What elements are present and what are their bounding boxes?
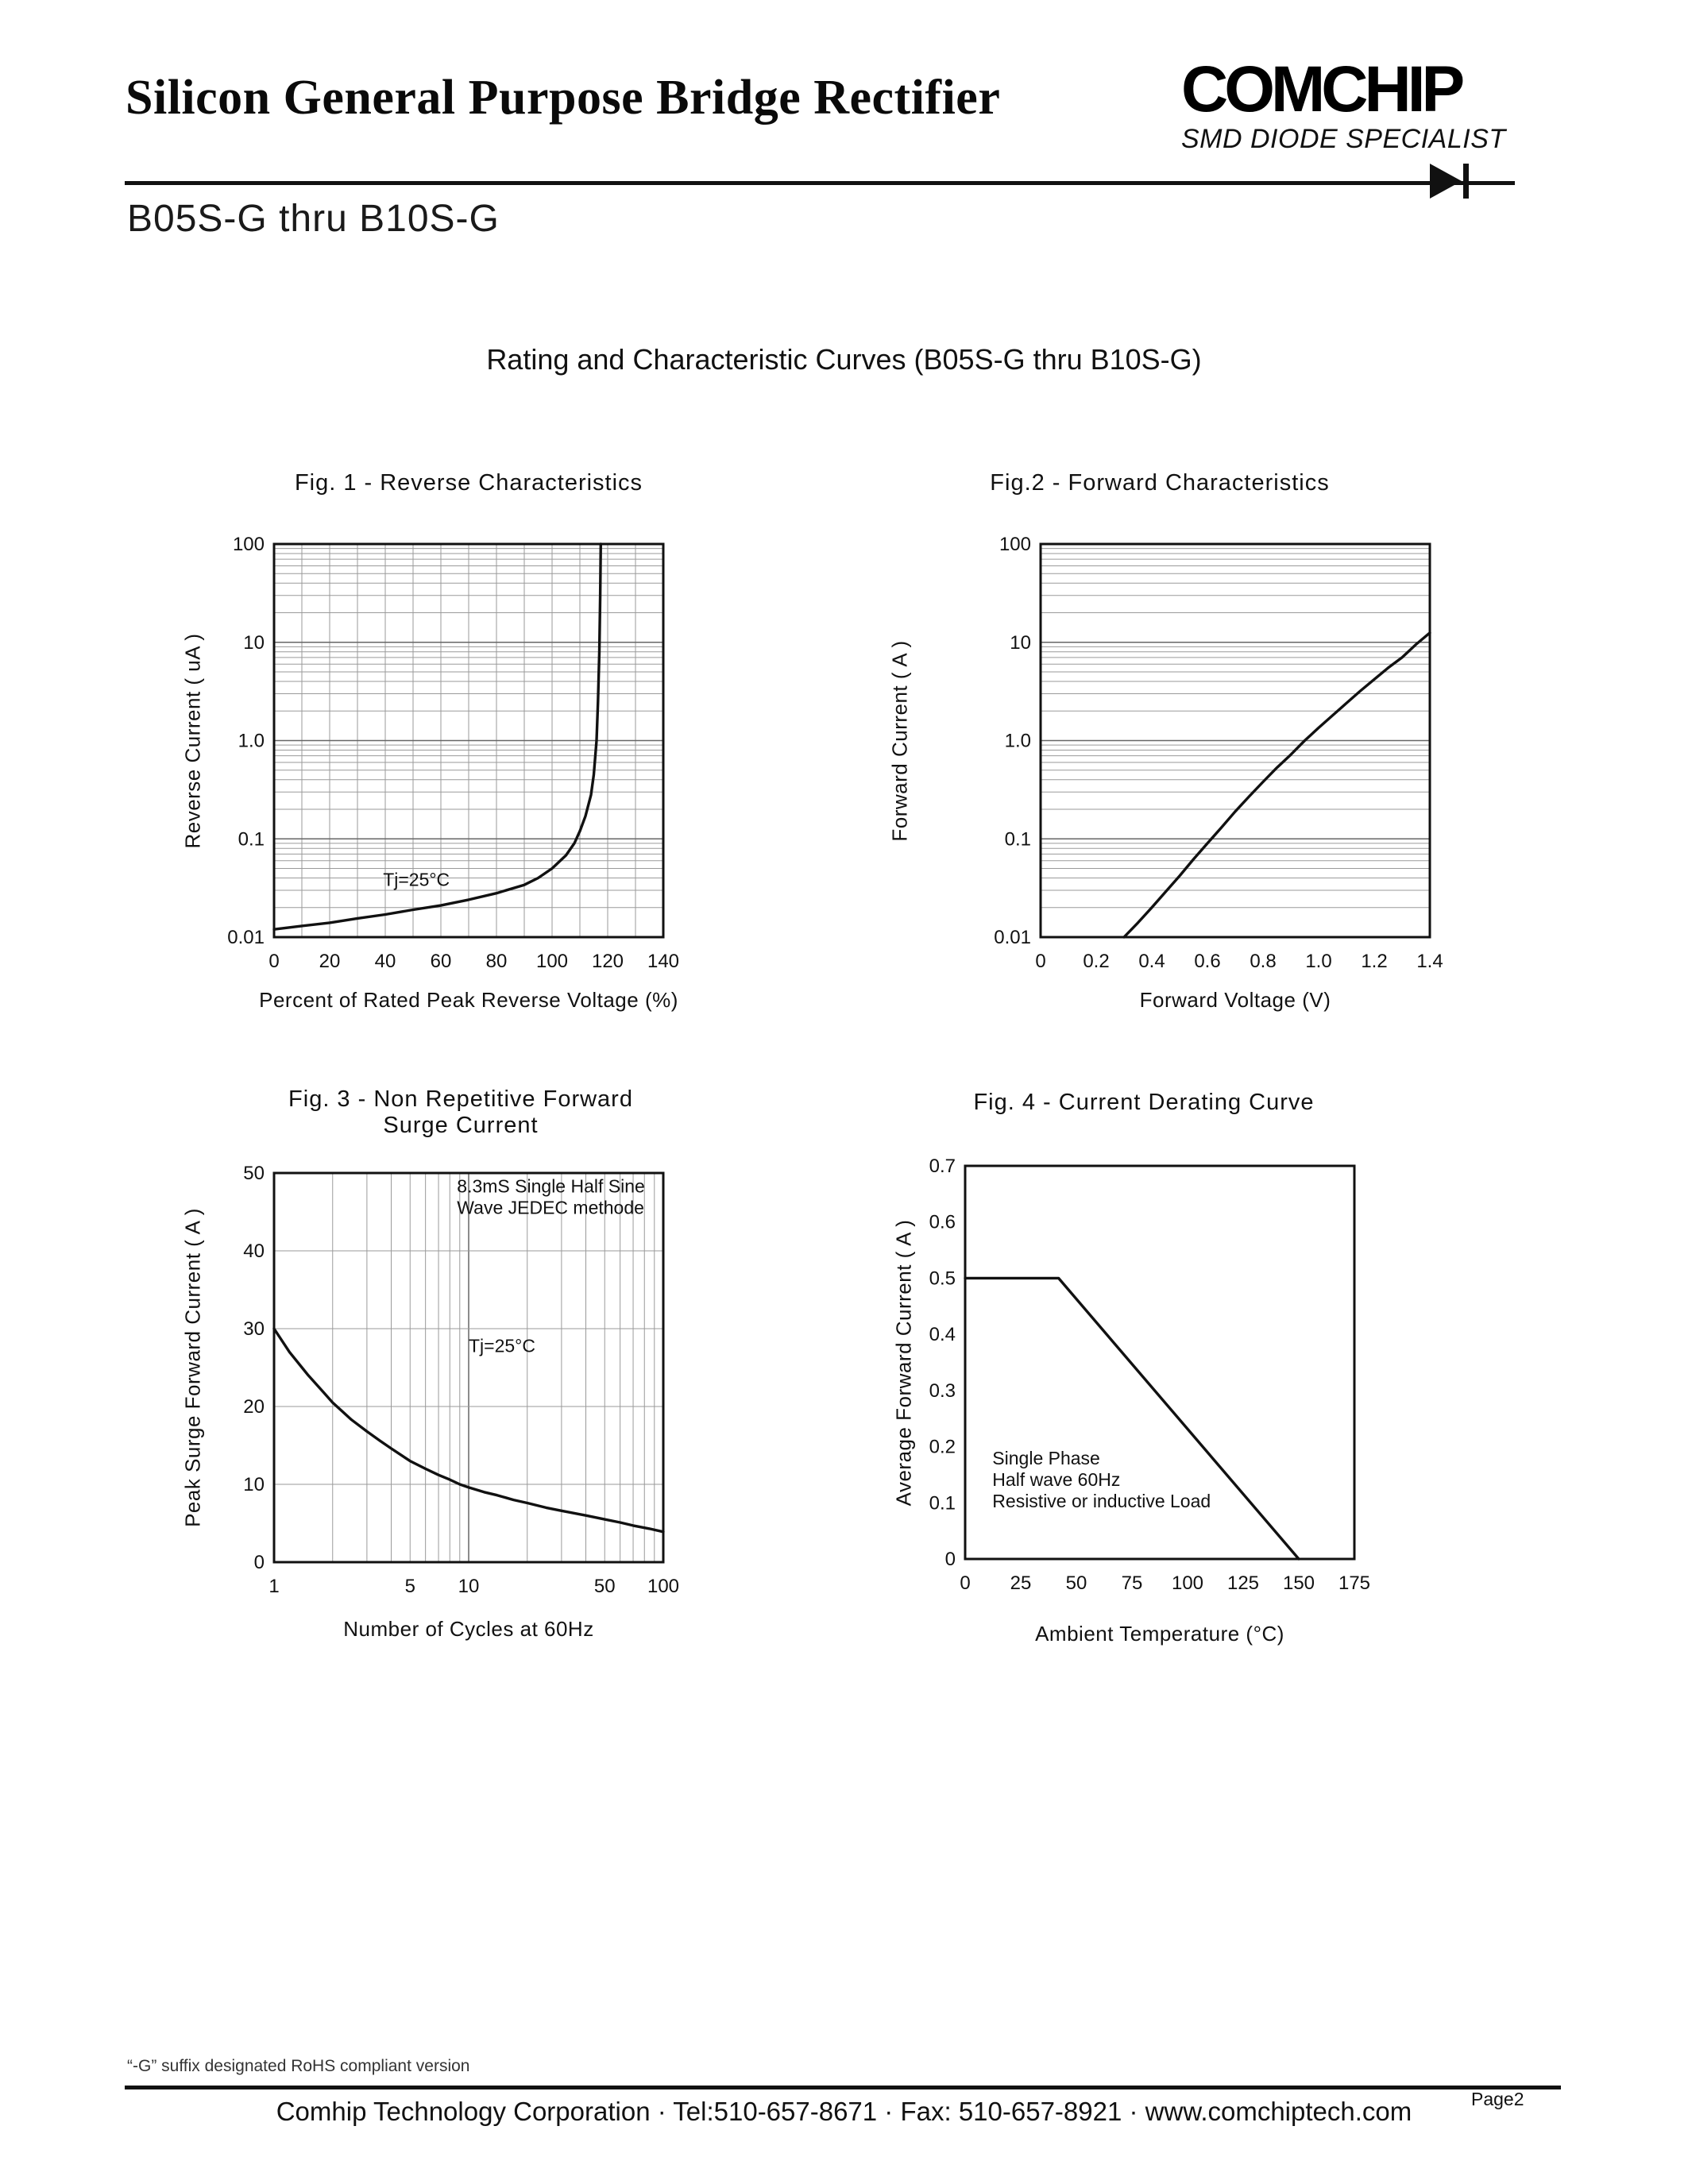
svg-text:50: 50 — [243, 1163, 265, 1184]
footer-rule — [125, 2086, 1561, 2089]
svg-text:0.5: 0.5 — [929, 1268, 956, 1289]
svg-text:75: 75 — [1122, 1572, 1143, 1594]
svg-text:100: 100 — [233, 534, 265, 555]
svg-text:0.6: 0.6 — [1194, 951, 1220, 972]
svg-text:1.0: 1.0 — [1005, 731, 1031, 752]
svg-text:175: 175 — [1338, 1572, 1370, 1594]
svg-text:0.01: 0.01 — [994, 927, 1031, 948]
svg-text:1: 1 — [268, 1576, 279, 1597]
fig1-title: Fig. 1 - Reverse Characteristics — [294, 470, 643, 496]
svg-text:150: 150 — [1283, 1572, 1315, 1594]
svg-text:Single Phase: Single Phase — [992, 1448, 1100, 1468]
svg-text:0.6: 0.6 — [929, 1212, 956, 1233]
page-number: Page2 — [1471, 2089, 1524, 2109]
svg-text:10: 10 — [243, 1474, 265, 1495]
fig3-title-line2: Surge Current — [383, 1113, 539, 1138]
svg-text:0.2: 0.2 — [1083, 951, 1109, 972]
diode-icon — [1430, 164, 1469, 199]
fig1-y-axis-label: Reverse Current ( uA ) — [180, 633, 205, 849]
svg-text:0.8: 0.8 — [1250, 951, 1276, 972]
svg-text:20: 20 — [319, 951, 341, 972]
page-title: Silicon General Purpose Bridge Rectifier — [126, 71, 1001, 125]
fig3-x-axis-label: Number of Cycles at 60Hz — [343, 1617, 594, 1641]
svg-text:10: 10 — [1010, 632, 1031, 654]
svg-text:40: 40 — [243, 1241, 265, 1262]
svg-text:Tj=25°C: Tj=25°C — [383, 870, 450, 890]
svg-text:0.4: 0.4 — [929, 1324, 956, 1345]
svg-text:25: 25 — [1010, 1572, 1032, 1594]
svg-text:0.2: 0.2 — [929, 1437, 956, 1458]
svg-text:0.01: 0.01 — [227, 927, 265, 948]
svg-text:125: 125 — [1227, 1572, 1259, 1594]
fig2-x-axis-label: Forward Voltage (V) — [1139, 988, 1331, 1012]
svg-text:1.0: 1.0 — [1305, 951, 1331, 972]
svg-text:10: 10 — [458, 1576, 480, 1597]
svg-text:0: 0 — [945, 1549, 956, 1570]
svg-text:1.0: 1.0 — [238, 731, 265, 752]
part-range: B05S-G thru B10S-G — [127, 198, 500, 240]
fig2-y-axis-label: Forward Current ( A ) — [887, 640, 912, 842]
svg-text:100: 100 — [999, 534, 1031, 555]
svg-text:0: 0 — [268, 951, 279, 972]
svg-text:0.1: 0.1 — [238, 828, 265, 850]
svg-text:60: 60 — [431, 951, 452, 972]
fig3-title: Fig. 3 - Non Repetitive Forward Surge Cu… — [143, 1086, 778, 1139]
svg-text:50: 50 — [1066, 1572, 1087, 1594]
header-rule — [125, 181, 1515, 185]
fig1-chart: 0 20 40 60 80 100 120 140 100 10 1.0 0.1 0.01 Tj=25°C — [227, 534, 679, 972]
brand-name: COMCHIP — [1181, 53, 1465, 125]
rohs-note: “-G” suffix designated RoHS compliant ve… — [127, 2057, 470, 2075]
svg-text:10: 10 — [243, 632, 265, 654]
svg-text:100: 100 — [647, 1576, 679, 1597]
fig4-x-axis-label: Ambient Temperature (°C) — [1035, 1622, 1284, 1646]
brand-logo: COMCHIP SMD DIODE SPECIALIST — [1181, 57, 1519, 155]
svg-text:Tj=25°C: Tj=25°C — [469, 1335, 535, 1356]
svg-text:0.3: 0.3 — [929, 1380, 956, 1402]
svg-text:100: 100 — [536, 951, 568, 972]
svg-text:0.7: 0.7 — [929, 1156, 956, 1177]
svg-text:0: 0 — [960, 1572, 970, 1594]
svg-text:1.4: 1.4 — [1416, 951, 1443, 972]
svg-text:20: 20 — [243, 1396, 265, 1418]
svg-text:5: 5 — [405, 1576, 415, 1597]
svg-text:Wave JEDEC methode: Wave JEDEC methode — [457, 1198, 644, 1218]
svg-text:0: 0 — [1035, 951, 1045, 972]
svg-text:0: 0 — [254, 1552, 265, 1573]
footer-contact: Comhip Technology Corporation · Tel:510-… — [276, 2097, 1412, 2126]
svg-text:0.1: 0.1 — [1005, 828, 1031, 850]
fig2-chart: 0 0.2 0.4 0.6 0.8 1.0 1.2 1.4 100 10 1.0 0.1 0.01 — [994, 534, 1443, 972]
fig3-chart: 1 5 10 50 100 0 10 20 30 40 50 8.3mS Single Half Si… — [243, 1163, 679, 1597]
svg-text:80: 80 — [486, 951, 508, 972]
fig1-x-axis-label: Percent of Rated Peak Reverse Voltage (%… — [259, 988, 678, 1012]
svg-text:140: 140 — [647, 951, 679, 972]
svg-text:0.1: 0.1 — [929, 1492, 956, 1514]
svg-text:40: 40 — [375, 951, 396, 972]
fig3-title-line1: Fig. 3 - Non Repetitive Forward — [288, 1086, 633, 1112]
svg-text:Resistive or inductive Load: Resistive or inductive Load — [992, 1491, 1211, 1511]
svg-text:120: 120 — [592, 951, 624, 972]
brand-tagline: SMD DIODE SPECIALIST — [1181, 124, 1506, 154]
svg-text:8.3mS Single Half Sine: 8.3mS Single Half Sine — [457, 1176, 645, 1197]
svg-text:Half wave 60Hz: Half wave 60Hz — [992, 1469, 1120, 1490]
fig2-title: Fig.2 - Forward Characteristics — [990, 470, 1330, 496]
fig4-chart: 0 25 50 75 100 125 150 175 0 0.1 0.2 0.3 0.4 0.5 0.6 0.… — [929, 1156, 1370, 1594]
fig4-title: Fig. 4 - Current Derating Curve — [973, 1090, 1315, 1115]
section-title: Rating and Characteristic Curves (B05S-G… — [486, 343, 1202, 376]
fig3-y-axis-label: Peak Surge Forward Current ( A ) — [180, 1208, 205, 1527]
svg-text:100: 100 — [1172, 1572, 1203, 1594]
fig4-y-axis-label: Average Forward Current ( A ) — [891, 1219, 916, 1507]
svg-text:30: 30 — [243, 1318, 265, 1340]
svg-text:0.4: 0.4 — [1138, 951, 1165, 972]
svg-text:50: 50 — [594, 1576, 616, 1597]
svg-text:1.2: 1.2 — [1361, 951, 1387, 972]
